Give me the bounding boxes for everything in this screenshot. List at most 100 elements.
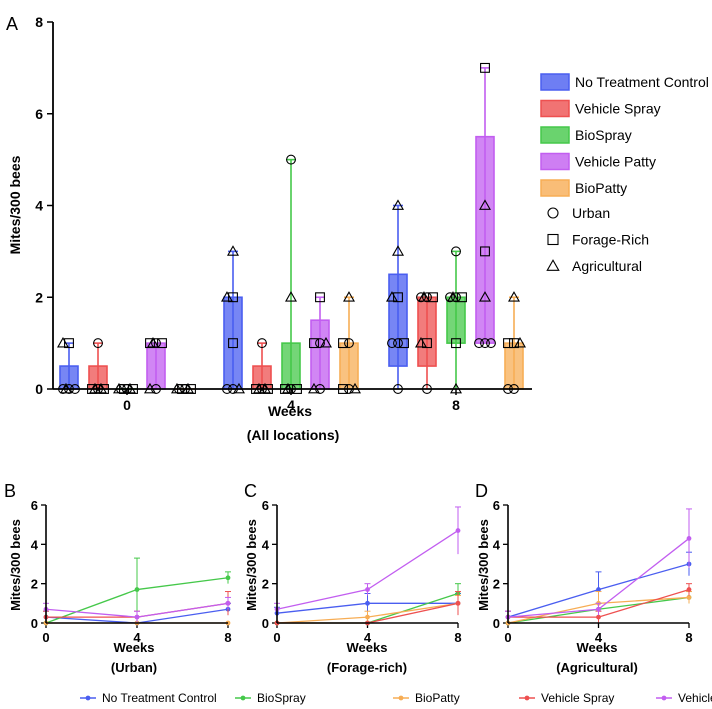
box-body xyxy=(388,273,408,367)
data-point xyxy=(134,587,140,592)
legend-label: Vehicle Spray xyxy=(575,101,661,117)
panel-c-label: C xyxy=(244,481,257,501)
y-tick-label: 4 xyxy=(31,537,39,552)
data-point xyxy=(686,595,692,600)
y-tick-label: 2 xyxy=(493,577,500,592)
x-tick-label: 4 xyxy=(364,630,372,645)
series-vehicle-patty xyxy=(274,506,461,616)
box-body xyxy=(446,296,466,344)
box-body xyxy=(310,319,330,390)
data-point-square xyxy=(393,292,403,303)
data-point-triangle xyxy=(478,291,492,302)
data-point-circle xyxy=(486,338,496,349)
data-point-triangle xyxy=(385,291,399,302)
x-tick-label: 4 xyxy=(133,630,141,645)
data-point-square xyxy=(480,62,490,73)
legend-marker xyxy=(661,695,667,701)
data-point xyxy=(365,587,370,592)
data-point xyxy=(455,600,461,606)
legend-triangle-icon xyxy=(546,259,560,271)
box-vehicle-spray-week-8 xyxy=(414,291,438,394)
data-point-circle xyxy=(315,338,325,349)
panel-a-ylabel: Mites/300 bees xyxy=(7,155,23,254)
y-tick-label: 0 xyxy=(35,381,43,397)
data-point-square xyxy=(338,338,348,349)
panel-b-xlabel: Weeks xyxy=(114,640,155,655)
box-no-treatment-control-week-0 xyxy=(56,336,80,394)
box-vehicle-spray-week-4 xyxy=(251,338,273,394)
y-tick-label: 6 xyxy=(35,106,43,122)
data-point-triangle xyxy=(446,291,460,302)
y-tick-label: 6 xyxy=(262,498,269,513)
box-body xyxy=(88,365,108,390)
box-body xyxy=(504,342,524,390)
y-tick-label: 0 xyxy=(493,616,500,631)
data-point-circle xyxy=(387,338,397,349)
legend-marker xyxy=(85,695,91,701)
box-vehicle-patty-week-4 xyxy=(307,292,333,394)
box-body xyxy=(339,342,359,390)
data-point-triangle xyxy=(507,291,521,302)
y-tick-label: 0 xyxy=(31,616,38,631)
data-point-circle xyxy=(451,292,461,303)
data-point-triangle xyxy=(478,199,492,210)
data-point-square xyxy=(228,338,238,349)
data-point-triangle xyxy=(414,336,428,348)
box-body xyxy=(252,365,272,390)
box-body xyxy=(417,296,437,367)
data-point-triangle xyxy=(417,291,431,302)
data-point-triangle xyxy=(220,291,234,302)
data-point-square xyxy=(428,292,438,303)
box-body xyxy=(59,365,79,390)
panel-a: A Mites/300 bees Weeks (All locations) 0… xyxy=(6,14,709,443)
data-point xyxy=(365,600,370,606)
data-point-circle xyxy=(344,338,354,349)
data-point-square xyxy=(145,338,155,349)
data-point-circle xyxy=(151,338,161,349)
data-point-triangle xyxy=(284,291,298,302)
box-vehicle-patty-week-8 xyxy=(474,62,496,349)
line-chart-legend: No Treatment Control BioSpray BioPatty Vehi… xyxy=(80,691,712,705)
data-point xyxy=(596,587,601,592)
legend-swatch xyxy=(540,73,570,91)
data-point-square xyxy=(315,292,325,303)
data-point xyxy=(134,614,140,620)
y-tick-label: 0 xyxy=(262,616,269,631)
panel-b: B Mites/300 bees Weeks (Urban) 0 2 4 6 0 4 8 xyxy=(4,481,232,675)
legend-swatch xyxy=(540,179,570,197)
panel-c-ylabel: Mites/300 bees xyxy=(244,519,259,611)
legend-label: No Treatment Control xyxy=(102,691,217,705)
legend-square-icon xyxy=(547,233,559,246)
data-point-circle xyxy=(422,292,432,303)
x-tick-label: 8 xyxy=(454,630,461,645)
x-tick-label: 8 xyxy=(452,397,460,413)
legend-label: Vehicle Spray xyxy=(541,691,614,705)
data-point-square xyxy=(228,292,238,303)
y-tick-label: 2 xyxy=(31,577,38,592)
box-body xyxy=(281,342,301,390)
y-tick-label: 2 xyxy=(262,577,269,592)
data-point-circle xyxy=(474,338,484,349)
data-point-square xyxy=(399,338,409,349)
series-vehicle-patty xyxy=(505,508,692,623)
panel-a-xlabel: Weeks xyxy=(268,403,312,419)
data-point-square xyxy=(64,338,74,349)
data-point-square xyxy=(422,338,432,349)
panel-a-label: A xyxy=(6,14,18,34)
data-point-square xyxy=(309,338,319,349)
series-vehicle-patty xyxy=(43,596,231,623)
y-tick-label: 2 xyxy=(35,289,43,305)
data-point-circle xyxy=(393,338,403,349)
data-point xyxy=(455,528,461,533)
data-point-triangle xyxy=(146,336,160,348)
data-point-square xyxy=(157,338,167,349)
box-vehicle-patty-week-0 xyxy=(143,336,167,394)
box-biospray-week-8 xyxy=(445,246,467,394)
data-point xyxy=(686,536,692,541)
legend-label: Agricultural xyxy=(572,258,642,274)
box-body xyxy=(475,135,495,344)
data-point xyxy=(225,575,231,581)
panel-d-ylabel: Mites/300 bees xyxy=(476,519,491,611)
legend-label: Vehicle Patty xyxy=(575,154,656,170)
